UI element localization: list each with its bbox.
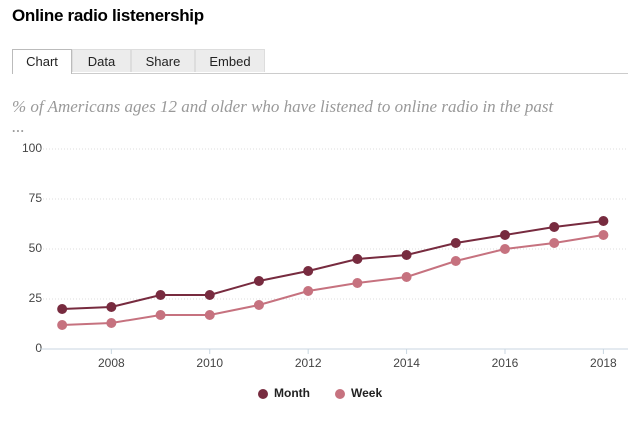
point: [204, 290, 215, 300]
point: [155, 310, 166, 320]
point: [549, 238, 560, 248]
point: [253, 276, 264, 286]
series-line: [62, 234, 604, 326]
y-tick-label: 0: [35, 341, 42, 355]
tab[interactable]: Data: [72, 49, 131, 72]
point: [155, 290, 166, 300]
point: [303, 286, 314, 296]
point: [57, 304, 68, 314]
legend-label: Month: [274, 386, 310, 400]
point: [106, 318, 117, 328]
series-line: [62, 220, 604, 310]
point: [598, 216, 609, 226]
legend-marker: [335, 389, 345, 399]
x-tick-label: 2014: [393, 356, 420, 370]
legend-label: Week: [351, 386, 382, 400]
tab[interactable]: Embed: [195, 49, 265, 72]
point: [549, 222, 560, 232]
y-tick-label: 75: [29, 191, 43, 205]
point: [499, 244, 510, 254]
y-tick-label: 50: [29, 241, 43, 255]
point: [57, 320, 68, 330]
point: [204, 310, 215, 320]
page-title: Online radio listenership: [12, 6, 204, 25]
point: [106, 302, 117, 312]
point: [499, 230, 510, 240]
point: [450, 256, 461, 266]
tab[interactable]: Chart: [12, 49, 72, 74]
point: [253, 300, 264, 310]
y-tick-label: 25: [29, 291, 43, 305]
x-tick-label: 2008: [98, 356, 125, 370]
point: [303, 266, 314, 276]
legend-marker: [258, 389, 268, 399]
x-tick-label: 2018: [590, 356, 617, 370]
y-tick-label: 100: [22, 141, 42, 155]
chart-subtitle: ...: [12, 117, 25, 136]
tab[interactable]: Share: [131, 49, 195, 72]
point: [401, 272, 412, 282]
point: [352, 254, 363, 264]
x-tick-label: 2010: [196, 356, 223, 370]
point: [352, 278, 363, 288]
tab-bar: Chart Data Share Embed: [12, 49, 628, 74]
x-tick-label: 2012: [295, 356, 322, 370]
point: [401, 250, 412, 260]
point: [598, 230, 609, 240]
point: [450, 238, 461, 248]
chart-subtitle: % of Americans ages 12 and older who hav…: [12, 97, 554, 116]
x-tick-label: 2016: [492, 356, 519, 370]
